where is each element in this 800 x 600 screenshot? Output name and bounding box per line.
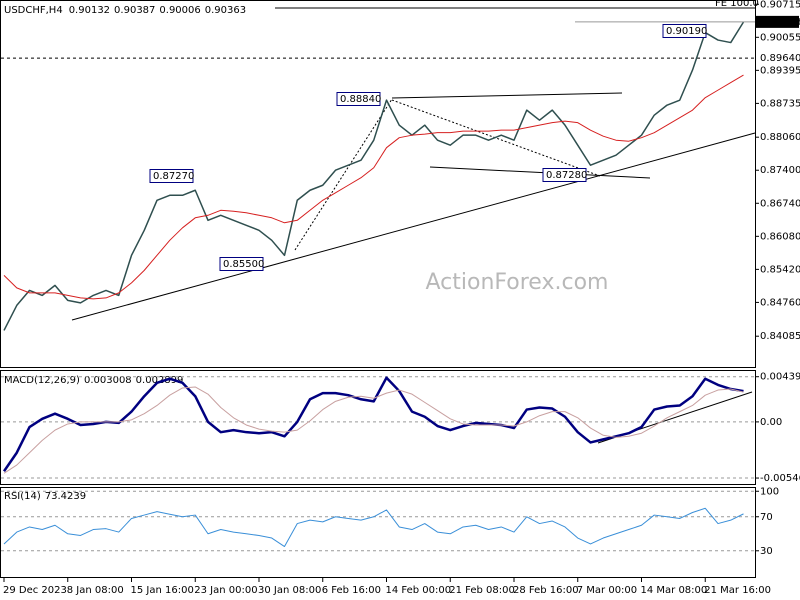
indicator: MACD(12,26,9) [4,375,80,386]
annotation-box [219,257,264,271]
indicator: RSI(14) [4,491,41,502]
y-tick-label: 0.87400 [760,165,800,176]
series-line [3,386,744,474]
annotation-box [662,24,707,38]
y-tick-label: 0.90715 [760,0,800,10]
annotation-box [149,169,194,183]
y-tick-label: 0.00 [760,417,782,428]
trend-line [294,98,393,251]
x-tick-label: 29 Dec 2023 [3,585,67,596]
y-tick-label: 70 [760,512,773,523]
x-tick-label: 23 Jan 00:00 [194,585,257,596]
y-tick-label: 30 [760,546,773,557]
y-tick-label: 0.004396 [760,372,800,383]
y-tick-label: -0.005463 [760,473,800,484]
fe-label: FE 100.0 [715,0,759,9]
x-tick-label: 30 Jan 08:00 [258,585,321,596]
header-value: 0.90363 [205,5,246,16]
x-tick-label: 28 Feb 16:00 [513,585,579,596]
series-line [2,376,744,472]
macd-header: MACD(12,26,9) 0.003008 0.002899 [4,375,183,386]
x-tick-label: 6 Feb 16:00 [322,585,381,596]
x-tick-label: 21 Mar 16:00 [704,585,771,596]
annotation-box [542,168,587,182]
series-line [3,74,744,300]
x-tick-label: 7 Mar 00:00 [577,585,637,596]
x-tick-label: 21 Feb 08:00 [449,585,515,596]
trend-line [391,92,623,99]
header-value: 73.4239 [45,491,86,502]
y-tick-label: 100 [760,486,779,497]
annotation-box [336,92,381,106]
header-value: 0.003008 [84,375,132,386]
annotation: 0.85500 [223,259,264,270]
y-tick-label: 0.86080 [760,231,800,242]
x-tick-label: 14 Feb 00:00 [386,585,452,596]
trend-line [71,132,756,321]
annotation: 0.90190 [666,26,707,37]
y-tick-label: 0.84085 [760,331,800,342]
symbol: USDCHF,H4 [4,5,63,16]
series-line [3,507,744,548]
y-tick-label: 0.90055 [760,32,800,43]
x-tick-label: 8 Jan 08:00 [67,585,124,596]
price-header: USDCHF,H4 0.90132 0.90387 0.90006 0.90363 [4,5,246,16]
x-tick-label: 14 Mar 08:00 [641,585,708,596]
price-pane [0,0,756,368]
y-tick-label: 0.85420 [760,264,800,275]
macd-pane [0,370,756,485]
x-tick-label: 15 Jan 16:00 [131,585,194,596]
y-tick-label: 0.88060 [760,132,800,143]
y-tick-label: 0.89395 [760,65,800,76]
annotation: 0.87280 [546,170,587,181]
header-value: 0.002899 [136,375,184,386]
header-value: 0.90132 [69,5,110,16]
header-value: 0.90006 [159,5,200,16]
last-price-box [756,15,799,28]
trend-line [391,99,601,177]
y-tick-label: 0.84760 [760,297,800,308]
header-value: 0.90387 [114,5,155,16]
y-tick-label: 0.88735 [760,98,800,109]
watermark: ActionForex.com [426,270,609,295]
series-line [3,21,745,331]
rsi-header: RSI(14) 73.4239 [4,491,86,502]
trend-line [429,166,651,179]
rsi-pane [0,487,756,578]
y-tick-label: 0.86740 [760,198,800,209]
annotation: 0.88840 [340,94,381,105]
annotation: 0.87270 [153,171,194,182]
level-label: 0.89640 [760,53,800,64]
last-price-label: 0.90363 [760,17,800,28]
